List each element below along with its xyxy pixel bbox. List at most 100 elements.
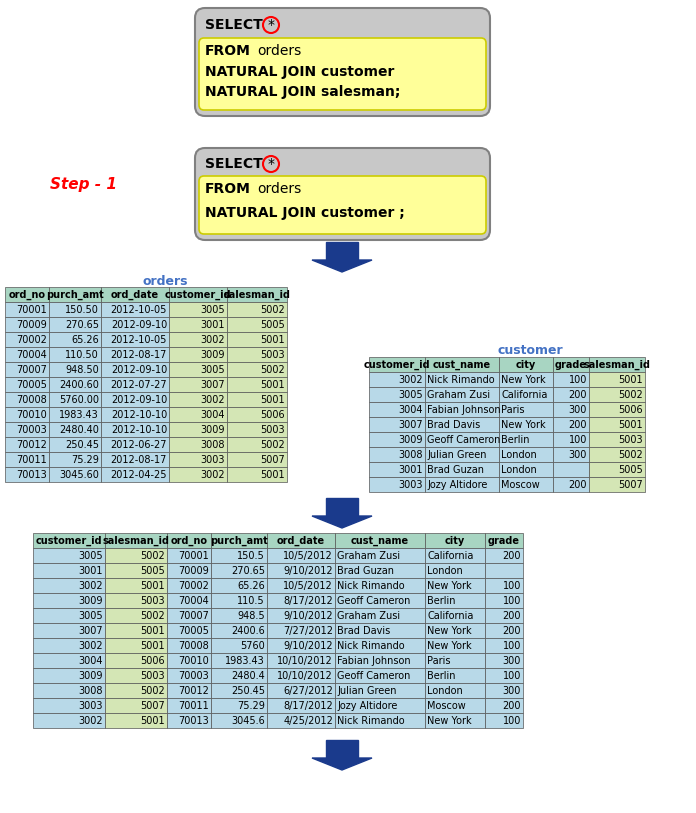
Bar — [499, 447, 553, 462]
Text: 300: 300 — [503, 655, 521, 666]
Text: salesman_id: salesman_id — [583, 359, 651, 370]
Bar — [167, 608, 211, 623]
Bar — [105, 698, 167, 713]
Text: 70008: 70008 — [16, 394, 47, 405]
Text: London: London — [501, 464, 537, 475]
Bar — [589, 447, 645, 462]
Bar — [425, 533, 485, 548]
Bar — [5, 317, 49, 332]
Text: New York: New York — [501, 375, 546, 385]
Bar — [101, 452, 169, 467]
Bar — [267, 623, 335, 638]
Text: 3002: 3002 — [79, 641, 103, 650]
Bar — [49, 317, 101, 332]
Bar — [105, 593, 167, 608]
Text: ord_date: ord_date — [277, 536, 325, 546]
Text: 70007: 70007 — [16, 364, 47, 375]
Bar — [425, 713, 485, 728]
Bar — [425, 548, 485, 563]
Bar — [335, 713, 425, 728]
Bar — [105, 548, 167, 563]
Bar — [425, 653, 485, 668]
Text: 5001: 5001 — [260, 469, 285, 480]
Text: 3009: 3009 — [200, 424, 225, 434]
Bar — [105, 653, 167, 668]
Text: 5001: 5001 — [141, 715, 165, 725]
Bar — [227, 317, 287, 332]
Bar — [589, 372, 645, 387]
Bar — [169, 317, 227, 332]
Bar — [49, 407, 101, 422]
FancyBboxPatch shape — [195, 148, 490, 240]
Text: 2480.4: 2480.4 — [231, 671, 265, 680]
Bar — [5, 392, 49, 407]
Text: 2012-04-25: 2012-04-25 — [111, 469, 167, 480]
Text: 5001: 5001 — [141, 641, 165, 650]
Bar — [553, 417, 589, 432]
Text: London: London — [427, 566, 463, 576]
Bar — [101, 437, 169, 452]
Bar — [167, 713, 211, 728]
Text: customer_id: customer_id — [165, 289, 231, 300]
Text: 3045.60: 3045.60 — [59, 469, 99, 480]
Bar — [553, 462, 589, 477]
Text: Brad Davis: Brad Davis — [337, 625, 390, 636]
Bar — [553, 387, 589, 402]
Bar — [499, 372, 553, 387]
Text: Berlin: Berlin — [427, 595, 455, 606]
Text: 3005: 3005 — [79, 611, 103, 620]
Text: 5001: 5001 — [618, 420, 643, 429]
Text: purch_amt: purch_amt — [46, 289, 104, 300]
Text: 948.5: 948.5 — [237, 611, 265, 620]
Text: 5001: 5001 — [141, 580, 165, 590]
Text: 70005: 70005 — [178, 625, 209, 636]
Polygon shape — [326, 498, 358, 516]
Bar — [49, 422, 101, 437]
Text: Graham Zusi: Graham Zusi — [337, 550, 400, 560]
Bar — [5, 287, 49, 302]
Text: 4/25/2012: 4/25/2012 — [283, 715, 333, 725]
Text: 5760: 5760 — [240, 641, 265, 650]
Text: 948.50: 948.50 — [65, 364, 99, 375]
Text: 100: 100 — [503, 641, 521, 650]
Bar — [369, 432, 425, 447]
Text: 3001: 3001 — [200, 320, 225, 329]
Bar — [335, 548, 425, 563]
Bar — [169, 422, 227, 437]
Text: ord_no: ord_no — [171, 536, 207, 546]
Text: 3005: 3005 — [79, 550, 103, 560]
Text: Paris: Paris — [427, 655, 450, 666]
Text: 3003: 3003 — [399, 480, 423, 489]
Text: 3003: 3003 — [79, 701, 103, 711]
Bar — [227, 347, 287, 362]
Bar — [335, 593, 425, 608]
Text: 8/17/2012: 8/17/2012 — [283, 701, 333, 711]
Bar — [485, 623, 523, 638]
Text: 200: 200 — [503, 625, 521, 636]
Bar — [425, 698, 485, 713]
Bar — [335, 533, 425, 548]
Text: 5001: 5001 — [260, 394, 285, 405]
Text: 70011: 70011 — [178, 701, 209, 711]
Text: 3002: 3002 — [200, 394, 225, 405]
Bar — [485, 713, 523, 728]
Text: grade: grade — [488, 536, 520, 546]
Text: 5002: 5002 — [618, 450, 643, 459]
Bar — [425, 578, 485, 593]
Bar — [425, 608, 485, 623]
Bar — [211, 563, 267, 578]
Text: orders: orders — [257, 44, 301, 58]
Text: 3009: 3009 — [79, 671, 103, 680]
Text: orders: orders — [142, 275, 188, 288]
Text: 2012-09-10: 2012-09-10 — [111, 364, 167, 375]
Text: 5007: 5007 — [618, 480, 643, 489]
Text: 3007: 3007 — [79, 625, 103, 636]
Text: 300: 300 — [503, 685, 521, 695]
Bar — [267, 668, 335, 683]
Bar — [169, 332, 227, 347]
Text: Geoff Cameron: Geoff Cameron — [427, 434, 500, 445]
Bar — [227, 467, 287, 482]
Polygon shape — [312, 758, 372, 770]
Text: 5001: 5001 — [260, 380, 285, 389]
Bar — [33, 713, 105, 728]
